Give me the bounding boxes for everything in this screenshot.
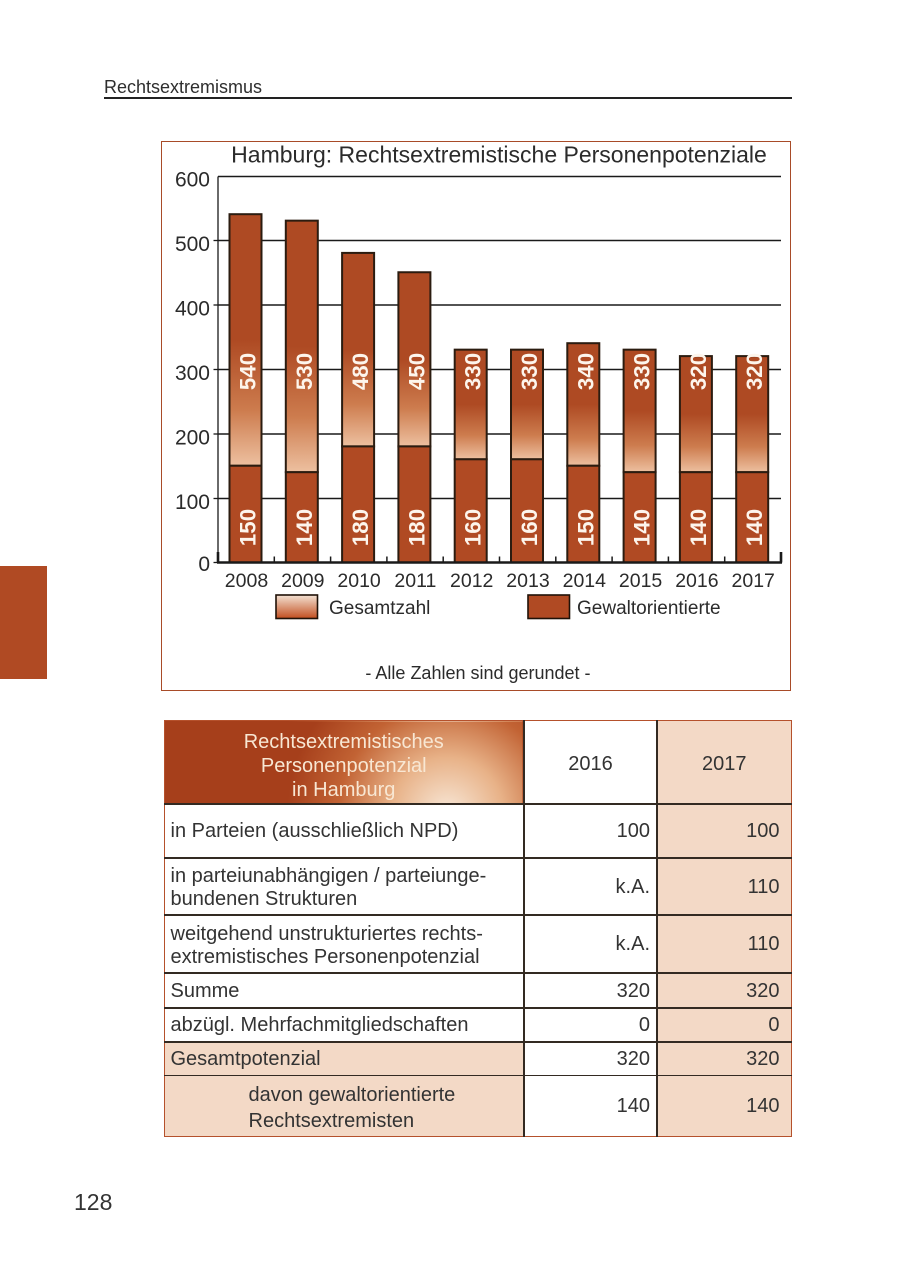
svg-text:480: 480: [348, 353, 373, 390]
svg-text:180: 180: [404, 509, 429, 546]
svg-text:2012: 2012: [450, 570, 493, 592]
svg-text:140: 140: [686, 509, 711, 546]
svg-text:500: 500: [175, 233, 210, 256]
svg-text:Hamburg: Rechtsextremistische: Hamburg: Rechtsextremistische Personenpo…: [231, 142, 767, 168]
svg-text:320: 320: [742, 353, 767, 390]
svg-text:320: 320: [686, 353, 711, 390]
svg-text:150: 150: [236, 509, 261, 546]
svg-text:2008: 2008: [225, 570, 268, 592]
svg-text:- Alle Zahlen sind gerundet -: - Alle Zahlen sind gerundet -: [365, 663, 590, 683]
svg-text:2016: 2016: [675, 570, 718, 592]
svg-text:450: 450: [404, 353, 429, 390]
svg-text:160: 160: [517, 509, 542, 546]
svg-text:340: 340: [573, 353, 598, 390]
svg-text:100: 100: [175, 491, 210, 514]
svg-text:540: 540: [236, 353, 261, 390]
svg-text:2014: 2014: [563, 570, 607, 592]
svg-text:330: 330: [461, 353, 486, 390]
svg-text:Gesamtzahl: Gesamtzahl: [329, 598, 430, 619]
svg-text:180: 180: [348, 509, 373, 546]
svg-text:140: 140: [742, 509, 767, 546]
svg-text:2015: 2015: [619, 570, 663, 592]
svg-text:2013: 2013: [506, 570, 549, 592]
svg-text:0: 0: [198, 553, 210, 576]
svg-text:600: 600: [175, 169, 210, 192]
svg-text:2010: 2010: [337, 570, 381, 592]
svg-text:330: 330: [517, 353, 542, 390]
svg-text:2017: 2017: [732, 570, 775, 592]
svg-text:140: 140: [630, 509, 655, 546]
svg-text:150: 150: [573, 509, 598, 546]
svg-text:400: 400: [175, 298, 210, 321]
svg-text:200: 200: [175, 427, 210, 450]
svg-text:300: 300: [175, 362, 210, 385]
svg-text:2009: 2009: [281, 570, 324, 592]
svg-text:2011: 2011: [394, 570, 436, 592]
svg-text:160: 160: [461, 509, 486, 546]
svg-text:140: 140: [292, 509, 317, 546]
svg-text:530: 530: [292, 353, 317, 390]
svg-text:Gewaltorientierte: Gewaltorientierte: [577, 598, 721, 619]
svg-text:330: 330: [630, 353, 655, 390]
